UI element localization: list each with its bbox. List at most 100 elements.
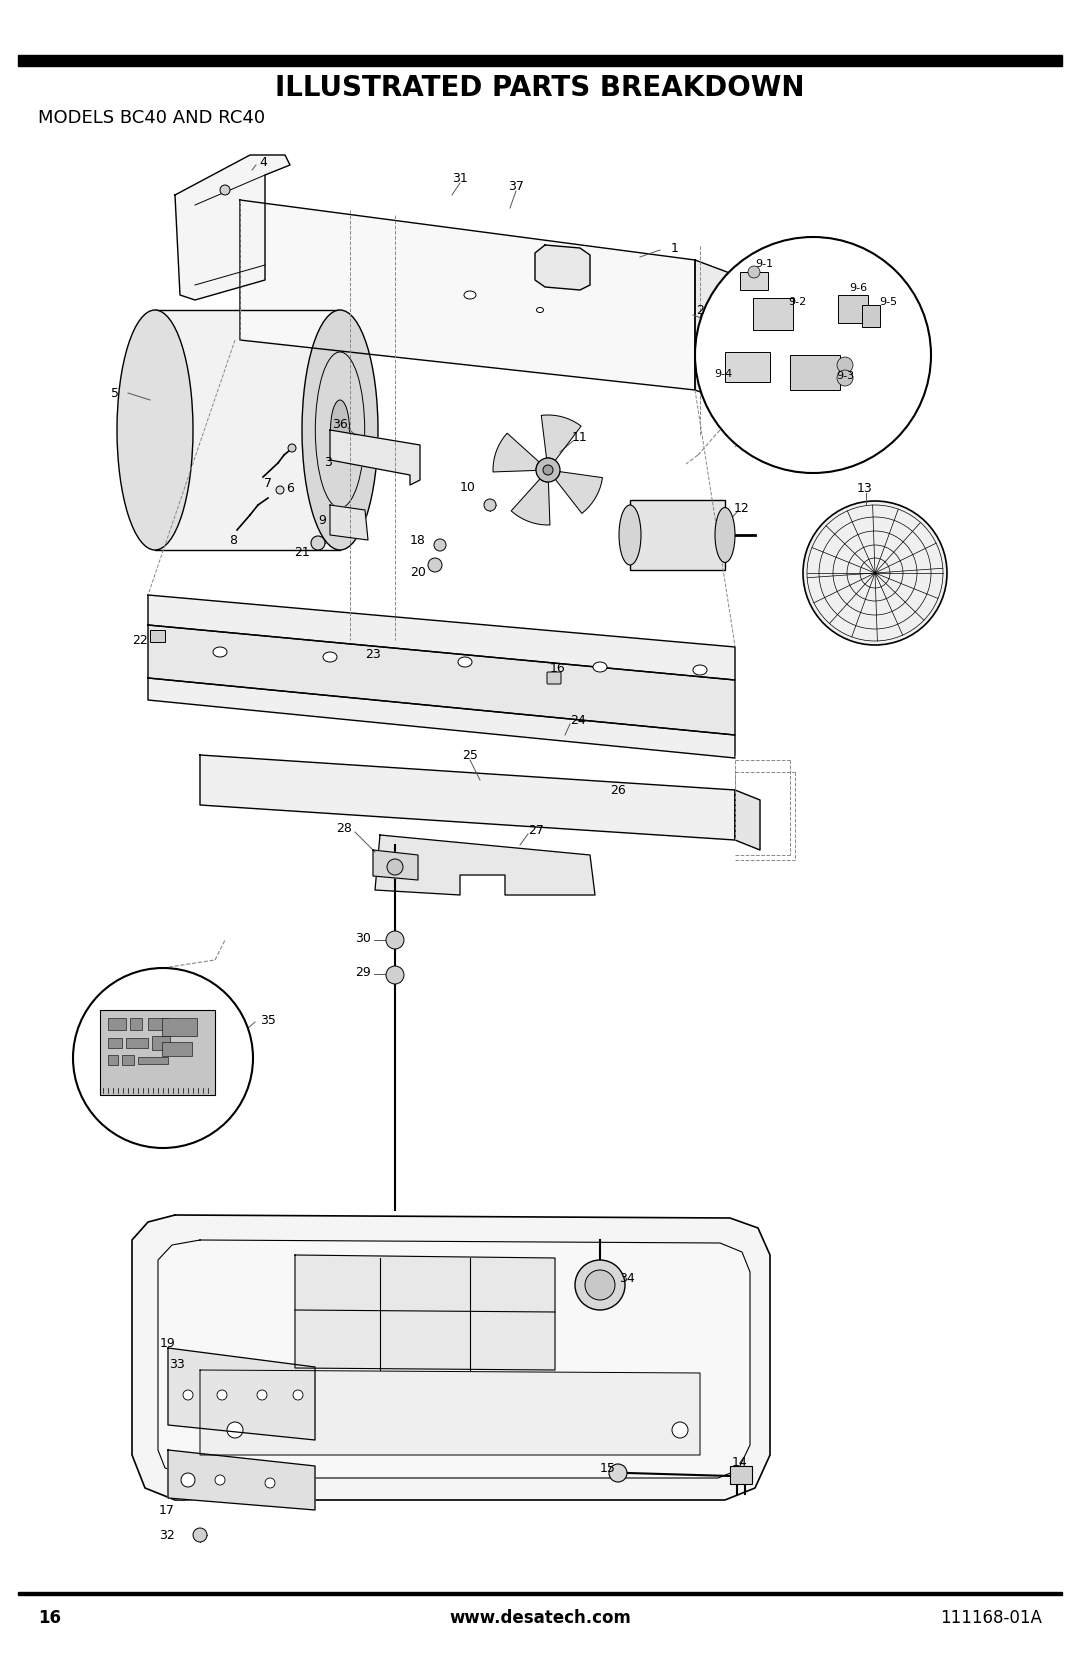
Polygon shape	[535, 245, 590, 290]
Text: 11: 11	[572, 431, 588, 444]
Bar	[126, 1038, 148, 1048]
Circle shape	[696, 237, 931, 472]
Polygon shape	[148, 624, 735, 734]
Circle shape	[543, 466, 553, 476]
Ellipse shape	[593, 663, 607, 673]
Circle shape	[536, 457, 561, 482]
Text: 24: 24	[570, 714, 585, 726]
Text: 14: 14	[732, 1455, 747, 1469]
Bar	[740, 272, 768, 290]
Circle shape	[220, 185, 230, 195]
Ellipse shape	[537, 307, 543, 312]
Text: 34: 34	[619, 1272, 635, 1285]
Circle shape	[276, 486, 284, 494]
Circle shape	[585, 1270, 615, 1300]
Circle shape	[434, 539, 446, 551]
Text: 28: 28	[336, 821, 352, 834]
Polygon shape	[511, 479, 550, 526]
Bar	[838, 295, 868, 324]
Polygon shape	[494, 434, 539, 472]
Text: 23: 23	[365, 648, 381, 661]
Text: 20: 20	[410, 566, 426, 579]
Text: 18: 18	[410, 534, 426, 546]
Text: 9-2: 9-2	[788, 297, 806, 307]
Circle shape	[288, 444, 296, 452]
Circle shape	[387, 860, 403, 875]
Ellipse shape	[213, 648, 227, 658]
Text: 3: 3	[324, 456, 332, 469]
Circle shape	[73, 968, 253, 1148]
Circle shape	[837, 357, 853, 372]
Circle shape	[575, 1260, 625, 1310]
Text: 32: 32	[159, 1529, 175, 1542]
Polygon shape	[175, 155, 291, 300]
Text: 36: 36	[333, 417, 348, 431]
Bar	[108, 1038, 122, 1048]
Text: ILLUSTRATED PARTS BREAKDOWN: ILLUSTRATED PARTS BREAKDOWN	[275, 73, 805, 102]
Text: 10: 10	[460, 481, 476, 494]
Text: 35: 35	[260, 1013, 275, 1026]
Bar	[730, 1465, 752, 1484]
Text: www.desatech.com: www.desatech.com	[449, 1609, 631, 1627]
Text: 9-6: 9-6	[849, 284, 867, 294]
Text: 31: 31	[453, 172, 468, 185]
Text: 33: 33	[170, 1357, 185, 1370]
Text: 16: 16	[38, 1609, 60, 1627]
Ellipse shape	[693, 664, 707, 674]
Bar	[630, 501, 725, 571]
Text: 7: 7	[264, 477, 272, 489]
Circle shape	[215, 1475, 225, 1485]
Polygon shape	[696, 260, 735, 406]
Text: 25: 25	[462, 748, 478, 761]
Polygon shape	[156, 310, 340, 551]
Circle shape	[672, 1422, 688, 1439]
Circle shape	[748, 265, 760, 279]
Polygon shape	[541, 416, 581, 461]
Bar	[130, 1018, 141, 1030]
Polygon shape	[132, 1215, 770, 1500]
Circle shape	[428, 557, 442, 572]
Bar	[150, 629, 165, 643]
Polygon shape	[555, 472, 603, 514]
Ellipse shape	[330, 401, 350, 461]
Text: MODELS BC40 AND RC40: MODELS BC40 AND RC40	[38, 108, 265, 127]
Circle shape	[386, 966, 404, 985]
Circle shape	[837, 371, 853, 386]
Polygon shape	[200, 754, 735, 840]
Bar	[162, 1041, 192, 1056]
Polygon shape	[168, 1450, 315, 1510]
Bar	[862, 305, 880, 327]
Text: 5: 5	[111, 387, 119, 399]
Bar	[725, 352, 770, 382]
Ellipse shape	[715, 507, 735, 562]
Ellipse shape	[619, 506, 642, 566]
Ellipse shape	[458, 658, 472, 668]
Text: 9-4: 9-4	[714, 369, 732, 379]
Bar	[753, 299, 793, 330]
Text: 12: 12	[734, 501, 750, 514]
Text: 27: 27	[528, 823, 544, 836]
Circle shape	[311, 536, 325, 551]
Polygon shape	[330, 431, 420, 486]
Bar	[100, 1010, 215, 1095]
Circle shape	[193, 1529, 207, 1542]
Circle shape	[265, 1479, 275, 1489]
Text: 9-3: 9-3	[836, 371, 854, 381]
Circle shape	[386, 931, 404, 950]
Bar	[122, 1055, 134, 1065]
Polygon shape	[373, 850, 418, 880]
Circle shape	[609, 1464, 627, 1482]
Circle shape	[257, 1390, 267, 1400]
Circle shape	[293, 1390, 303, 1400]
Polygon shape	[168, 1349, 315, 1440]
Bar	[138, 1056, 168, 1065]
Polygon shape	[295, 1255, 555, 1370]
Ellipse shape	[464, 290, 476, 299]
Text: 30: 30	[355, 931, 370, 945]
Text: 9-5: 9-5	[879, 297, 897, 307]
Polygon shape	[200, 1370, 700, 1455]
Text: 17: 17	[159, 1504, 175, 1517]
Text: 1: 1	[671, 242, 679, 254]
Text: 15: 15	[600, 1462, 616, 1474]
Text: 26: 26	[610, 783, 626, 796]
